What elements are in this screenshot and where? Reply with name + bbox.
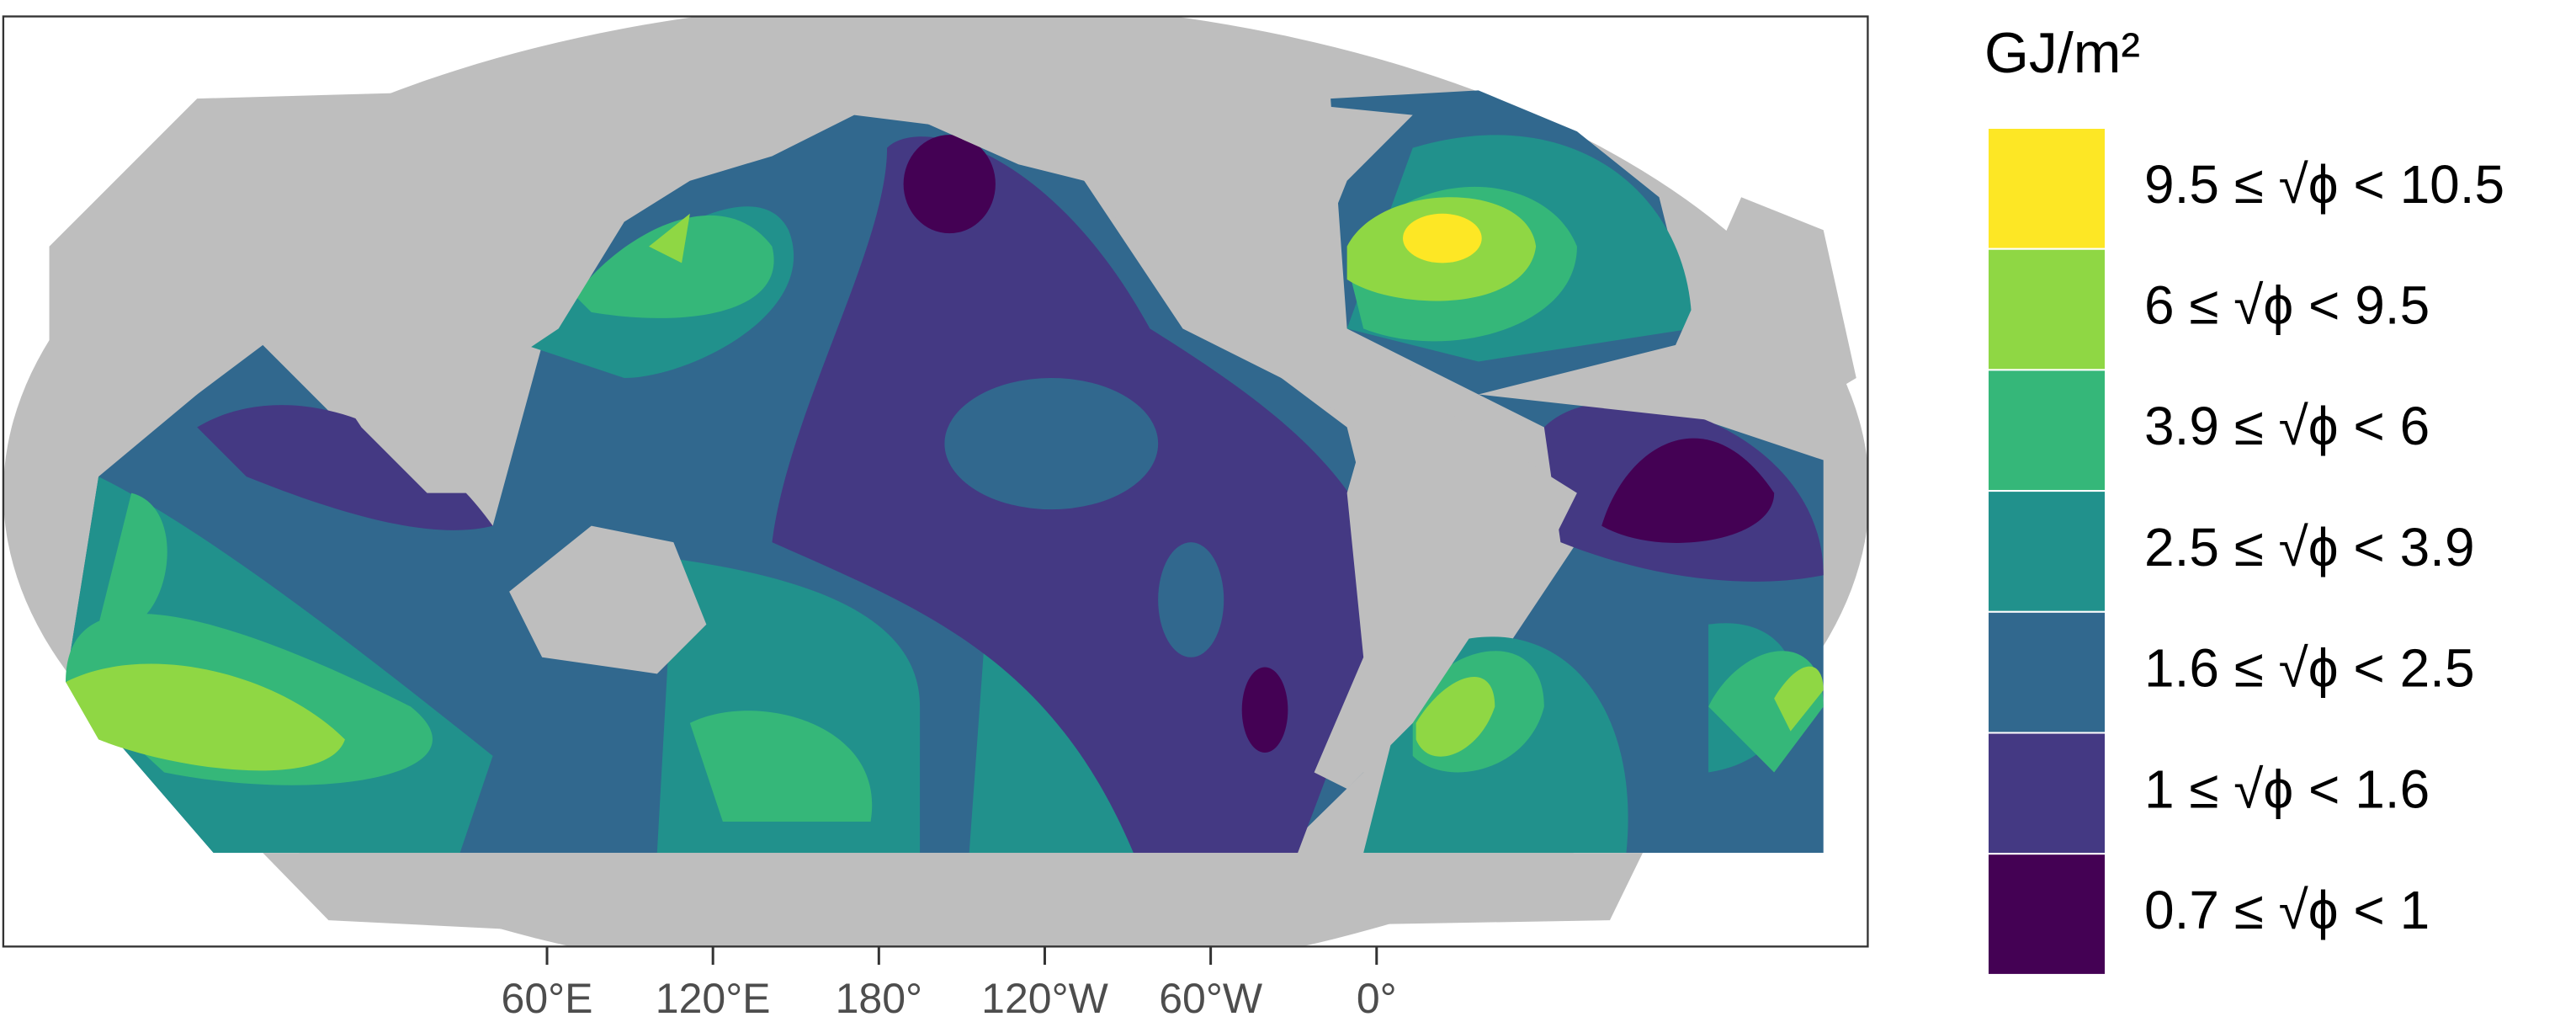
map (2, 15, 1869, 948)
legend-swatch (1987, 610, 2106, 734)
legend-label: 6 ≤ √ϕ < 9.5 (2144, 274, 2430, 335)
legend-label: 3.9 ≤ √ϕ < 6 (2144, 396, 2430, 456)
tick-label: 120°E (656, 975, 771, 1022)
legend-label: 1 ≤ √ϕ < 1.6 (2144, 759, 2430, 819)
legend-swatch (1987, 490, 2106, 613)
legend-label: 9.5 ≤ √ϕ < 10.5 (2144, 154, 2504, 215)
legend-label: 1.6 ≤ √ϕ < 2.5 (2144, 638, 2475, 699)
legend-swatch (1987, 248, 2106, 371)
legend-swatch (1987, 853, 2106, 976)
tick-label: 60°W (1159, 975, 1263, 1022)
tick-label: 0° (1357, 975, 1397, 1022)
tick-label: 180° (836, 975, 922, 1022)
legend-label: 0.7 ≤ √ϕ < 1 (2144, 880, 2430, 940)
ocean-fields (66, 90, 1824, 854)
legend: 9.5 ≤ √ϕ < 10.5 6 ≤ √ϕ < 9.5 3.9 ≤ √ϕ < 6 2… (1987, 127, 2504, 976)
tick-label: 120°W (981, 975, 1108, 1022)
legend-swatch (1987, 369, 2106, 492)
axis: 60°E 120°E 180° 120°W 60°W 0° (502, 946, 1397, 1022)
tick-label: 60°E (502, 975, 593, 1022)
continents (49, 66, 1856, 937)
legend-swatch (1987, 127, 2106, 250)
legend-title: GJ/m² (1984, 21, 2140, 85)
legend-swatch (1987, 732, 2106, 855)
legend-label: 2.5 ≤ √ϕ < 3.9 (2144, 517, 2475, 578)
panel-border (2, 15, 1869, 948)
